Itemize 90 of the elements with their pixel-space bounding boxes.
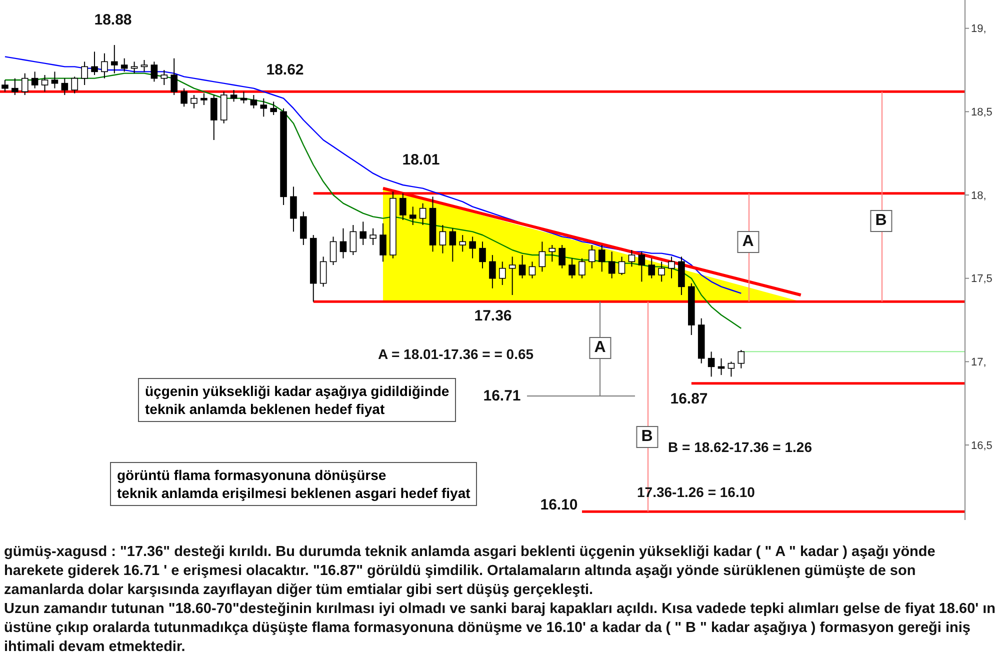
candlestick [41, 74, 48, 92]
candlestick [558, 244, 566, 269]
line-series [4, 56, 742, 294]
candlestick [648, 258, 656, 279]
candlestick [618, 256, 626, 276]
ref-line-label: 16.10 [540, 496, 578, 514]
candlestick [160, 70, 168, 86]
candlestick [350, 224, 357, 256]
candlestick [120, 58, 128, 72]
candlestick [409, 206, 416, 226]
candlestick [449, 228, 456, 262]
candlestick [608, 251, 616, 279]
annotation: 18.88 [94, 12, 132, 29]
candlestick [469, 236, 476, 259]
candlestick [340, 228, 347, 259]
candlestick [190, 94, 198, 109]
candlestick [578, 258, 586, 279]
candlestick [518, 254, 526, 279]
text: Uzun zamandır tutunan "18.60-70"desteğinin kırılması iyi olmadı ve sanki baraj kapakları açıldı. Kısa vadede tepki alımları gelse de fiyat 18.60' ın üstüne çıkıp oralarda tutunmadıkça düşüşte flama formasyonuna dönüşme ve 16.10' a kadar da ( " B " kadar aşağıya ) formasyon gereği iniş ihtimali devam etmektedir. [4, 600, 996, 657]
candlestick [588, 244, 596, 269]
y-tick-label: 17, [971, 356, 986, 369]
candlestick [489, 254, 496, 289]
candlestick [668, 256, 675, 279]
candlestick [31, 71, 38, 89]
candlestick [71, 76, 78, 94]
annotation: 16.71 [483, 388, 521, 404]
candlestick [250, 94, 258, 109]
text: gümüş-xagusd : "17.36" desteği kırıldı. Bu durumda teknik anlamda asgari beklenti üçgenin yüksekliği kadar ( " A " kadar ) aşağı yönde harekete giderek 16.71 ' e erişmesi olacaktır. "16.87" görüldü şimdilik. Ortalamaların altında aşağı yönde sürüklenen gümüşte de son zamanlarda dolar karşısında zayıflayan diğer tüm emtialar gibi sert düşüş gerçekleşti. [4, 543, 936, 600]
candlestick [240, 91, 248, 104]
annotation: üçgenin yüksekliği kadar aşağıya gidildiğinde teknik anlamda beklenen hedef fiyat [138, 378, 456, 422]
ref-line-label: 18.62 [266, 61, 304, 78]
annotation: A [737, 231, 759, 253]
candlestick [210, 94, 218, 140]
candlestick [290, 186, 297, 232]
annotation: A = 18.01-17.36 = = 0.65 [378, 346, 534, 362]
candlestick [270, 101, 277, 116]
candlestick [479, 241, 486, 269]
candlestick [21, 72, 28, 96]
candlestick [12, 78, 18, 96]
candlestick [548, 244, 556, 262]
candlestick [628, 250, 636, 268]
candlestick [598, 244, 606, 272]
y-tick-label: 17,5 [971, 273, 992, 286]
candlestick [728, 361, 735, 378]
candlestick [150, 61, 158, 82]
candlestick [230, 90, 238, 102]
candlestick [51, 71, 58, 89]
candlestick [370, 228, 376, 246]
candlestick [658, 261, 665, 282]
candlestick [61, 78, 68, 96]
candlestick [439, 224, 446, 254]
y-tick-label: 16,5 [971, 440, 992, 452]
candlestick [638, 251, 646, 282]
candlestick [708, 351, 715, 378]
y-tick-label: 19, [971, 23, 986, 36]
candlestick [81, 61, 88, 86]
candlestick [459, 234, 466, 252]
candlestick [528, 261, 536, 279]
candlestick [738, 350, 745, 369]
annotation: B = 18.62-17.36 = 1.26 [668, 439, 812, 455]
ref-line-label: 16.87 [670, 390, 708, 408]
candlestick [330, 236, 337, 266]
candlestick [170, 58, 178, 96]
candlestick [101, 52, 108, 79]
candlestick [140, 60, 148, 72]
candlestick [538, 241, 546, 272]
candlestick [111, 44, 118, 74]
candlestick [260, 98, 268, 118]
candlestick [508, 256, 516, 296]
candlestick [2, 80, 8, 92]
candlestick [360, 221, 367, 246]
y-tick-label: 18, [971, 190, 986, 202]
candlestick [568, 258, 576, 279]
candlestick [400, 192, 406, 220]
annotation: B [870, 210, 892, 232]
ref-line-label: 17.36 [474, 307, 512, 324]
candlestick [498, 261, 506, 286]
y-tick-label: 18,5 [971, 106, 992, 119]
candlestick [380, 222, 386, 262]
annotation: görüntü flama formasyonuna dönüşürse teknik anlamda erişilmesi beklenen asgari hedef fiyat [110, 462, 478, 506]
annotation: A [589, 337, 611, 359]
ref-line-label: 18.01 [402, 152, 440, 169]
candlestick [300, 211, 307, 246]
annotation: B [636, 426, 658, 448]
candlestick [320, 256, 327, 288]
annotation: 17.36-1.26 = 16.10 [637, 484, 755, 500]
candlestick [419, 202, 426, 226]
candlestick [200, 92, 208, 106]
candlestick [180, 88, 188, 108]
candlestick [91, 51, 98, 76]
